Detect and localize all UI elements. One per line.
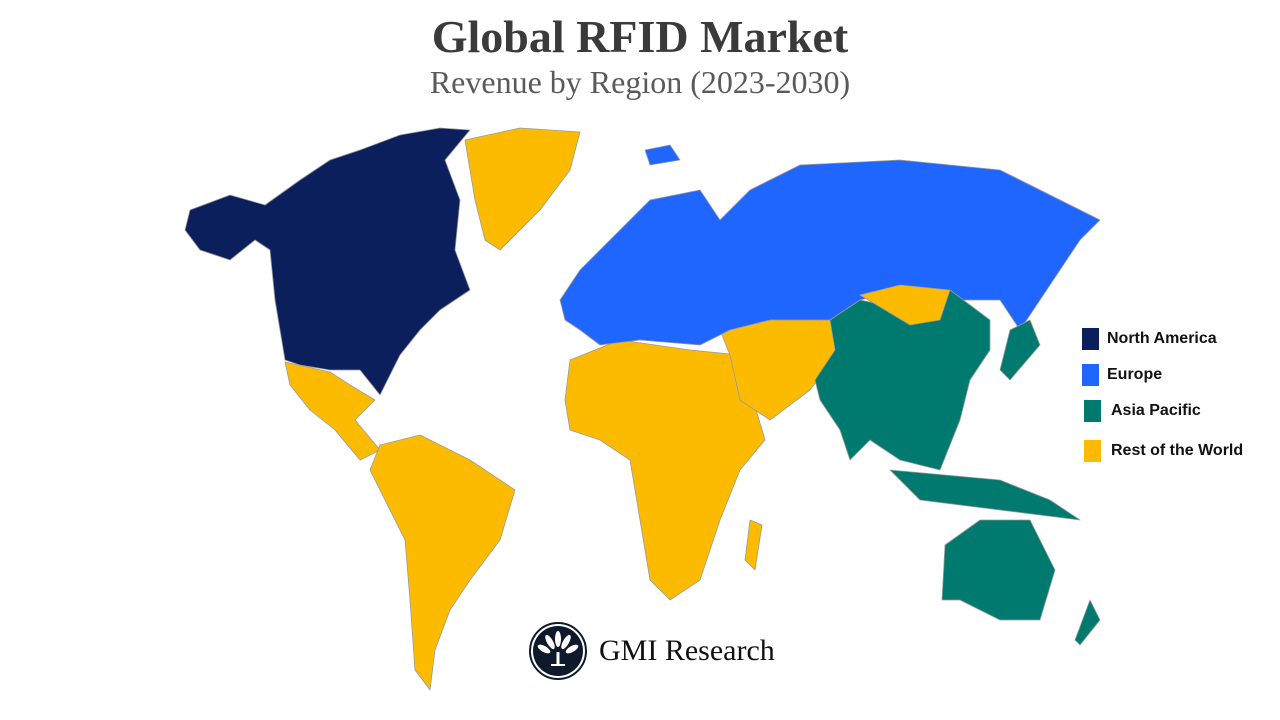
region-indonesia (889, 469, 1081, 521)
region-south-america (369, 434, 516, 691)
map-subtitle: Revenue by Region (2023-2030) (429, 64, 851, 100)
legend-label: Europe (1107, 366, 1163, 383)
region-australia (941, 519, 1056, 621)
legend-item-north-america: North America (1082, 328, 1217, 350)
region-madagascar (744, 519, 763, 571)
region-north-america (184, 127, 471, 396)
legend-label: North America (1107, 330, 1217, 347)
region-iceland (644, 144, 681, 166)
legend-swatch (1082, 364, 1099, 386)
legend-item-asia-pacific: Asia Pacific (1084, 400, 1201, 422)
legend-item-rest-of-world: Rest of the World (1084, 440, 1243, 462)
gmi-logo: GMI Research (529, 622, 775, 680)
region-mongolia (859, 284, 951, 326)
region-africa (564, 339, 766, 601)
region-europe (559, 159, 1101, 346)
legend-swatch (1084, 400, 1101, 422)
legend-swatch (1084, 440, 1101, 462)
region-new-zealand (1074, 599, 1101, 646)
legend-item-europe: Europe (1082, 364, 1162, 386)
map-title: Global RFID Market (431, 11, 849, 62)
logo-text: GMI Research (599, 634, 775, 667)
legend-label: Asia Pacific (1111, 402, 1201, 419)
region-japan (999, 319, 1041, 381)
region-greenland (464, 127, 581, 251)
legend-swatch (1082, 328, 1099, 350)
logo-emblem-icon (529, 622, 587, 680)
legend-label: Rest of the World (1111, 442, 1244, 459)
